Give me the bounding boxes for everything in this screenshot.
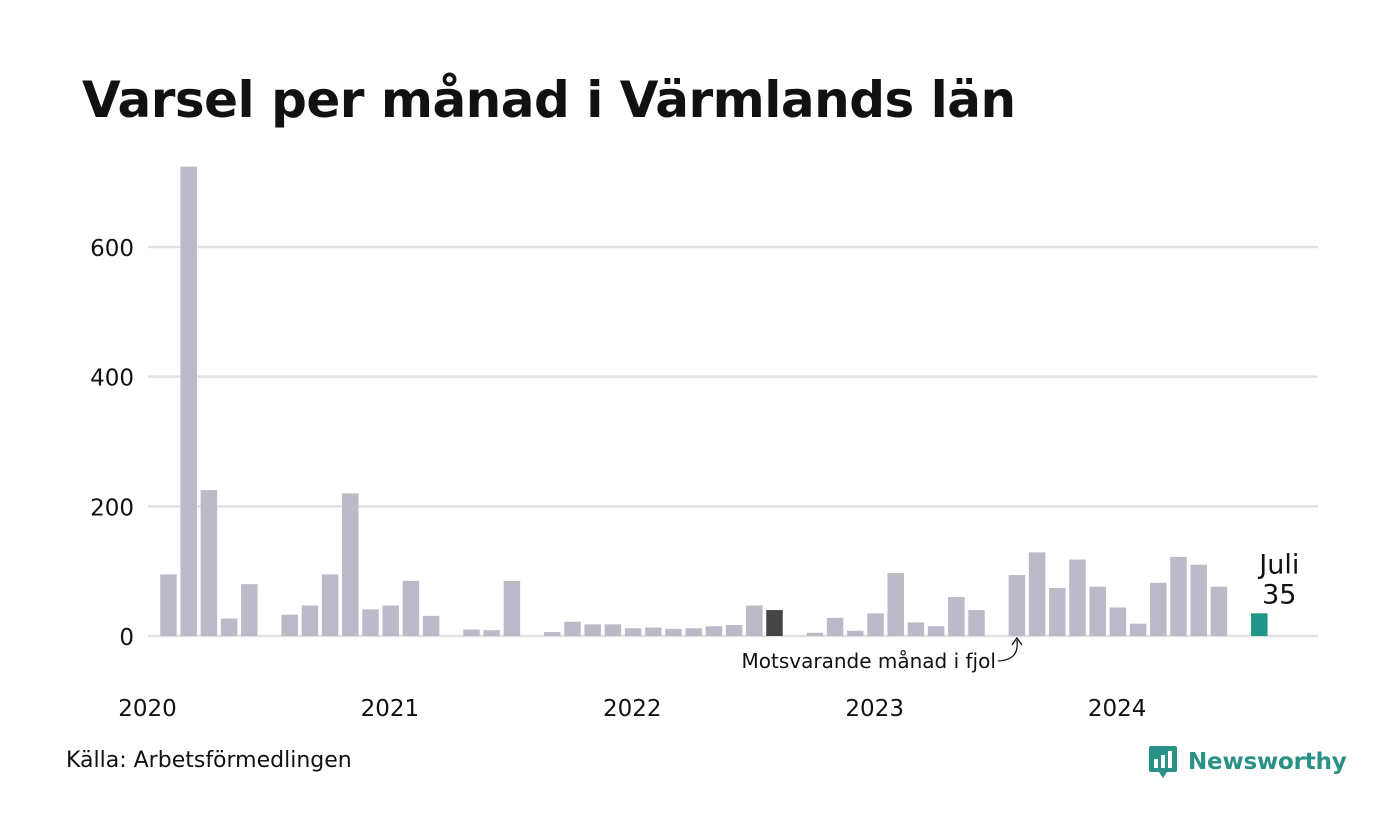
x-tick-label-2022: 2022	[603, 696, 662, 722]
bar-2020-03	[200, 490, 218, 636]
x-tick-label-2021: 2021	[361, 696, 420, 722]
bar-2021-05	[483, 630, 500, 636]
bar-2023-08	[1028, 552, 1046, 636]
bar-2021-10	[584, 624, 601, 636]
bar-2022-10	[826, 617, 844, 636]
bar-2020-08	[301, 605, 319, 636]
bar-2021-11	[604, 624, 622, 636]
bar-2020-02	[180, 166, 197, 636]
y-axis-tick-labels: 0 200 400 600	[90, 236, 134, 651]
bar-2020-11	[362, 609, 379, 636]
bar-2023-12	[1109, 607, 1127, 636]
bar-2022-09	[806, 632, 824, 636]
brand-name: Newsworthy	[1188, 749, 1347, 775]
current-month-label: Juli	[1257, 549, 1299, 580]
bar-chart: 0 200 400 600 2020 2021 2022 2023 2024 Motsvara…	[90, 166, 1318, 722]
bar-2023-02	[907, 622, 925, 636]
bar-2024-02	[1150, 582, 1167, 636]
bar-2023-03	[927, 626, 945, 636]
bar-2024-03	[1170, 556, 1187, 636]
bar-2022-04	[705, 626, 723, 636]
x-tick-label-2020: 2020	[118, 696, 177, 722]
bar-2022-05	[725, 624, 743, 636]
bar-2021-01	[402, 580, 420, 636]
bar-2022-02	[665, 628, 682, 636]
current-value-label: Juli 35	[1257, 549, 1299, 610]
y-tick-label-200: 200	[90, 495, 134, 521]
bar-2021-06	[503, 580, 521, 636]
current-value-text: 35	[1262, 579, 1296, 610]
bar-2023-07	[1008, 575, 1026, 636]
x-tick-label-2024: 2024	[1088, 696, 1147, 722]
bars	[160, 166, 1268, 636]
bar-2023-11	[1089, 586, 1106, 636]
bar-2023-04	[948, 597, 965, 636]
bar-2021-09	[564, 621, 581, 636]
bar-2024-07	[1251, 613, 1268, 636]
bar-2024-05	[1210, 586, 1228, 636]
bar-2020-01	[160, 574, 177, 636]
bar-2020-04	[220, 618, 238, 636]
bar-2020-07	[281, 614, 298, 636]
bar-2024-04	[1190, 564, 1207, 636]
newsworthy-logo-icon	[1149, 746, 1177, 778]
y-tick-label-400: 400	[90, 366, 134, 392]
bar-2021-08	[544, 632, 561, 636]
bar-2023-05	[968, 610, 985, 636]
brand-logo: Newsworthy	[1148, 744, 1347, 780]
annotation: Motsvarande månad i fjol	[742, 636, 1023, 673]
x-tick-label-2023: 2023	[845, 696, 904, 722]
bar-2022-06	[746, 605, 763, 636]
bar-2020-05	[241, 584, 258, 636]
y-tick-label-600: 600	[90, 236, 134, 262]
bar-2021-04	[463, 629, 480, 636]
bar-2022-11	[847, 630, 864, 636]
annotation-arrowhead	[1011, 636, 1023, 646]
bar-2024-01	[1129, 623, 1147, 636]
annotation-arrow	[997, 639, 1018, 662]
bar-2022-12	[867, 613, 884, 636]
bar-2021-12	[624, 628, 642, 636]
bar-2020-09	[321, 574, 339, 636]
bar-2021-02	[422, 615, 440, 636]
bar-2023-01	[887, 573, 904, 636]
bar-2023-09	[1049, 588, 1066, 636]
source-credit: Källa: Arbetsförmedlingen	[66, 748, 352, 773]
bar-2023-10	[1069, 559, 1086, 636]
annotation-text: Motsvarande månad i fjol	[742, 649, 996, 673]
bar-2022-01	[645, 627, 662, 636]
bar-2020-10	[342, 493, 359, 636]
y-tick-label-0: 0	[119, 625, 134, 651]
x-axis-tick-labels: 2020 2021 2022 2023 2024	[118, 696, 1146, 722]
bar-2022-03	[685, 628, 702, 636]
bar-2022-07	[766, 610, 783, 636]
chart-title: Varsel per månad i Värmlands län	[82, 71, 1016, 129]
bar-2020-12	[382, 605, 399, 636]
